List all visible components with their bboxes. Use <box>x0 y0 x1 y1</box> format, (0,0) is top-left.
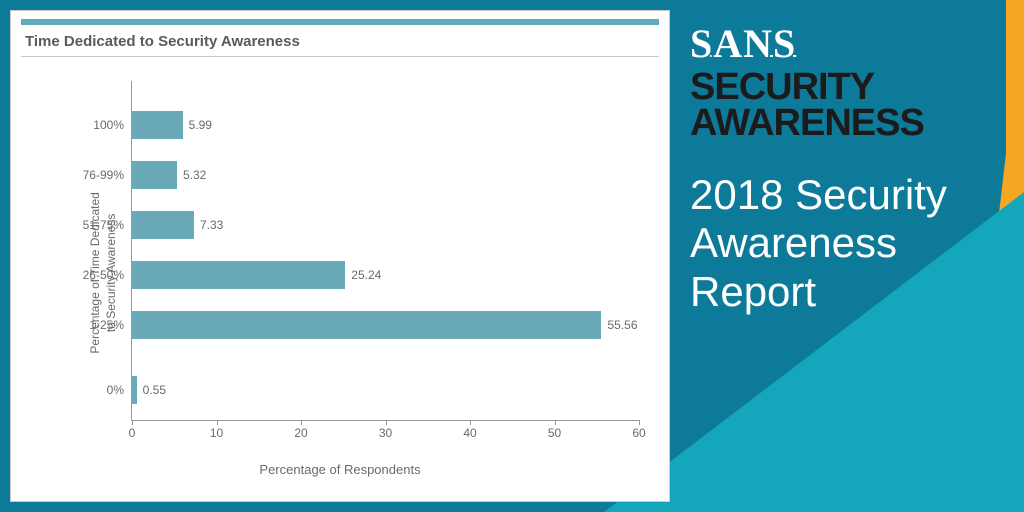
xtick-label: 20 <box>294 420 307 440</box>
ytick-label: 76-99% <box>83 168 132 182</box>
bar <box>132 211 194 239</box>
xtick-label: 50 <box>548 420 561 440</box>
chart-title-underline <box>21 56 659 57</box>
ytick-label: 0% <box>107 383 132 397</box>
xtick-label: 30 <box>379 420 392 440</box>
sa-line2: AWARENESS <box>690 105 1000 141</box>
bar-row: 25.24 <box>132 261 639 289</box>
bar <box>132 376 137 404</box>
sa-line1: SECURITY <box>690 69 1000 105</box>
chart-xlabel: Percentage of Respondents <box>31 462 649 477</box>
chart-plot: 5.99100%5.3276-99%7.3351-75%25.2426-50%5… <box>131 81 639 421</box>
xtick-label: 60 <box>632 420 645 440</box>
xtick-label: 0 <box>129 420 136 440</box>
bar-row: 55.56 <box>132 311 639 339</box>
bar-value-label: 55.56 <box>607 318 637 332</box>
security-awareness-block: SECURITY AWARENESS <box>690 69 1000 141</box>
ytick-label: 51-75% <box>83 218 132 232</box>
bar-row: 5.99 <box>132 111 639 139</box>
bar-row: 7.33 <box>132 211 639 239</box>
xtick-label: 40 <box>463 420 476 440</box>
chart-title: Time Dedicated to Security Awareness <box>11 29 669 56</box>
bar-row: 5.32 <box>132 161 639 189</box>
bar-value-label: 5.99 <box>189 118 212 132</box>
bar-value-label: 7.33 <box>200 218 223 232</box>
xtick-label: 10 <box>210 420 223 440</box>
bar <box>132 161 177 189</box>
bar-value-label: 0.55 <box>143 383 166 397</box>
sans-logo: SANS <box>690 20 1000 67</box>
report-title: 2018 Security Awareness Report <box>690 171 1000 316</box>
ytick-label: 26-50% <box>83 268 132 282</box>
bar-row: 0.55 <box>132 376 639 404</box>
chart-area: Percentage of Time Dedicated to Security… <box>31 71 649 481</box>
report-line3: Report <box>690 268 1000 316</box>
bar <box>132 111 183 139</box>
bar-value-label: 5.32 <box>183 168 206 182</box>
report-line1: 2018 Security <box>690 171 1000 219</box>
bar-value-label: 25.24 <box>351 268 381 282</box>
chart-top-accent <box>21 19 659 25</box>
report-line2: Awareness <box>690 219 1000 267</box>
side-panel: SANS SECURITY AWARENESS 2018 Security Aw… <box>690 20 1000 316</box>
ytick-label: 1-25% <box>89 318 132 332</box>
ytick-label: 100% <box>93 118 132 132</box>
bar <box>132 311 601 339</box>
bar <box>132 261 345 289</box>
chart-panel: Time Dedicated to Security Awareness Per… <box>10 10 670 502</box>
